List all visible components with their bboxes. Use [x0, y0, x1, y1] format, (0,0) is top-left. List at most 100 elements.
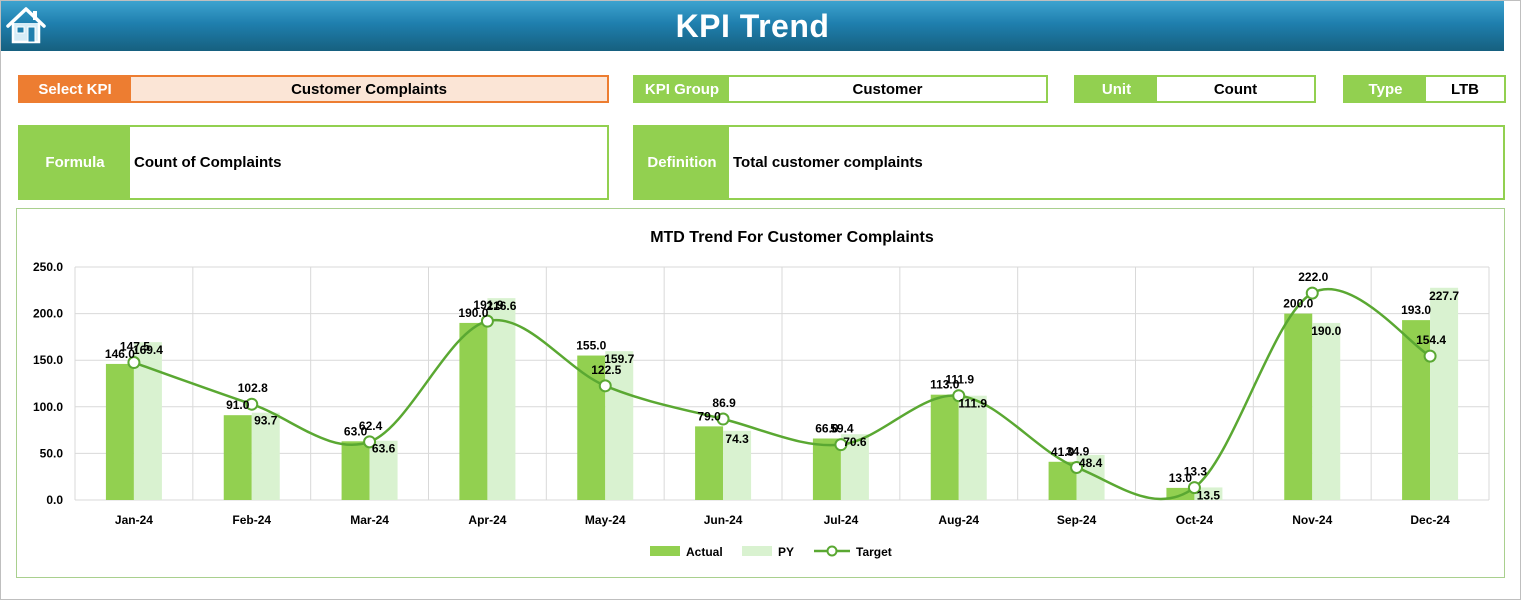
target-data-label: 62.4 [359, 419, 383, 433]
target-point [716, 412, 730, 426]
target-point [1187, 481, 1201, 495]
bar-actual [105, 363, 134, 500]
actual-data-label: 200.0 [1283, 297, 1313, 311]
x-tick-label: Feb-24 [232, 513, 271, 527]
actual-data-label: 66.0 [815, 421, 839, 435]
legend-target-marker [826, 545, 838, 557]
bar-actual [695, 426, 724, 500]
py-data-label: 74.3 [725, 432, 749, 446]
definition-box: Definition Total customer complaints [633, 125, 1505, 200]
target-data-label: 222.0 [1298, 270, 1328, 284]
target-point [245, 397, 259, 411]
actual-data-label: 190.0 [458, 306, 488, 320]
chart-title: MTD Trend For Customer Complaints [650, 229, 934, 246]
py-data-label: 93.7 [254, 414, 278, 428]
bar-py [251, 412, 280, 500]
py-data-label: 70.6 [843, 435, 867, 449]
target-point [363, 435, 377, 449]
x-tick-label: Nov-24 [1292, 513, 1332, 527]
actual-data-label: 193.0 [1401, 303, 1431, 317]
legend-py-label: PY [778, 545, 794, 559]
actual-data-label: 13.0 [1169, 471, 1193, 485]
bar-py [1312, 322, 1341, 500]
target-point [598, 379, 612, 393]
type-label: Type [1345, 77, 1426, 101]
header-bar: KPI Trend [1, 1, 1504, 51]
formula-box: Formula Count of Complaints [18, 125, 609, 200]
x-tick-label: Jan-24 [115, 513, 153, 527]
y-tick-label: 200.0 [33, 307, 63, 321]
x-tick-label: Dec-24 [1410, 513, 1450, 527]
py-data-label: 111.9 [958, 397, 987, 411]
target-point [1070, 460, 1084, 474]
home-icon[interactable] [5, 5, 47, 45]
x-tick-label: Oct-24 [1176, 513, 1214, 527]
bar-py [1194, 487, 1223, 500]
actual-data-label: 155.0 [576, 339, 606, 353]
definition-label: Definition [635, 127, 729, 198]
target-point [834, 438, 848, 452]
x-tick-label: Aug-24 [938, 513, 979, 527]
bar-actual [341, 441, 370, 500]
bar-py [723, 430, 752, 500]
y-tick-label: 150.0 [33, 353, 63, 367]
trend-chart: MTD Trend For Customer Complaints 0.0 50.0… [16, 208, 1505, 578]
x-tick-label: Sep-24 [1057, 513, 1097, 527]
unit-field: Unit Count [1074, 75, 1316, 103]
target-point [1305, 286, 1319, 300]
actual-data-label: 146.0 [105, 347, 135, 361]
py-data-label: 63.6 [372, 442, 396, 456]
target-point [952, 389, 966, 403]
actual-data-label: 63.0 [344, 424, 368, 438]
formula-label: Formula [20, 127, 130, 198]
bar-py [1430, 287, 1459, 500]
kpi-group-label: KPI Group [635, 77, 729, 101]
target-data-label: 34.9 [1066, 444, 1090, 458]
py-data-label: 227.7 [1429, 289, 1459, 303]
legend-py-swatch [742, 546, 772, 556]
bar-actual [1402, 320, 1431, 500]
kpi-group-value: Customer [729, 77, 1046, 101]
target-point [1423, 349, 1437, 363]
py-data-label: 190.0 [1311, 324, 1341, 338]
select-kpi-label: Select KPI [20, 77, 130, 101]
bar-actual [459, 322, 488, 500]
legend-target-label: Target [856, 545, 892, 559]
x-tick-label: Jun-24 [704, 513, 743, 527]
target-data-label: 59.4 [830, 422, 854, 436]
target-point [127, 356, 141, 370]
actual-data-label: 113.0 [930, 378, 960, 392]
target-data-label: 13.3 [1184, 465, 1208, 479]
unit-label: Unit [1076, 77, 1157, 101]
py-data-label: 169.4 [133, 343, 163, 357]
target-point [480, 314, 494, 328]
formula-value: Count of Complaints [134, 154, 282, 171]
bar-py [369, 440, 398, 500]
target-data-label: 102.8 [238, 381, 268, 395]
py-data-label: 13.5 [1197, 488, 1221, 502]
x-tick-label: Apr-24 [468, 513, 506, 527]
unit-value: Count [1157, 77, 1314, 101]
target-data-label: 154.4 [1416, 333, 1446, 347]
actual-data-label: 41.0 [1051, 445, 1075, 459]
legend-actual-label: Actual [686, 545, 723, 559]
page-title: KPI Trend [675, 7, 830, 44]
target-data-label: 147.5 [120, 340, 150, 354]
target-data-label: 86.9 [712, 396, 736, 410]
py-data-label: 48.4 [1079, 456, 1103, 470]
bar-actual [1284, 313, 1313, 500]
y-tick-label: 50.0 [40, 446, 64, 460]
type-field: Type LTB [1343, 75, 1506, 103]
x-tick-label: Jul-24 [824, 513, 859, 527]
select-kpi-field: Select KPI Customer Complaints [18, 75, 609, 103]
select-kpi-dropdown[interactable]: Customer Complaints [130, 77, 607, 101]
kpi-group-field: KPI Group Customer [633, 75, 1048, 103]
definition-value: Total customer complaints [733, 154, 923, 171]
x-tick-label: May-24 [585, 513, 626, 527]
actual-data-label: 79.0 [697, 409, 721, 423]
y-tick-label: 100.0 [33, 400, 63, 414]
bar-actual [930, 394, 959, 500]
target-data-label: 111.9 [945, 373, 974, 387]
legend-actual-swatch [650, 546, 680, 556]
bar-actual [223, 415, 252, 500]
